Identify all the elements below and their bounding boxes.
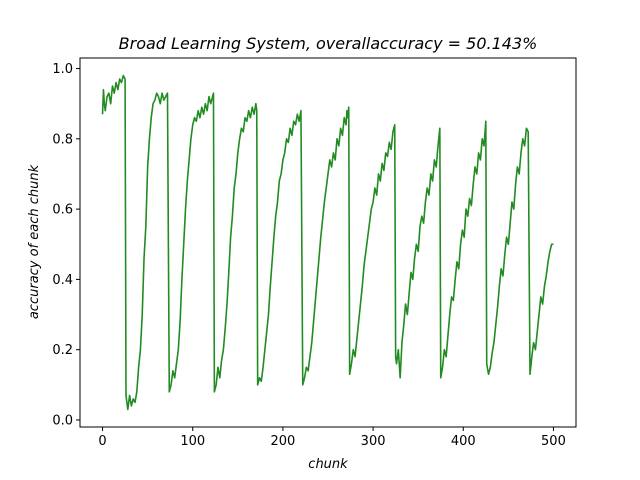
x-tick-label: 300 bbox=[361, 434, 386, 449]
y-tick-label: 1.0 bbox=[52, 62, 73, 77]
y-axis-label: accuracy of each chunk bbox=[27, 164, 42, 319]
y-tick-label: 0.2 bbox=[52, 343, 73, 358]
x-axis: 0 100 200 300 400 500 bbox=[98, 427, 566, 449]
x-tick-label: 0 bbox=[98, 434, 106, 449]
x-tick-label: 500 bbox=[541, 434, 566, 449]
x-tick-label: 100 bbox=[180, 434, 205, 449]
plot-area bbox=[101, 74, 554, 411]
series-line-0 bbox=[101, 74, 554, 411]
y-tick-label: 0.6 bbox=[52, 203, 73, 218]
y-axis: 0.0 0.2 0.4 0.6 0.8 1.0 bbox=[52, 62, 80, 428]
x-tick-label: 200 bbox=[270, 434, 295, 449]
y-tick-label: 0.0 bbox=[52, 413, 73, 428]
y-tick-label: 0.8 bbox=[52, 132, 73, 147]
x-tick-label: 400 bbox=[451, 434, 476, 449]
y-tick-label: 0.4 bbox=[52, 273, 73, 288]
axes-frame bbox=[79, 57, 577, 428]
chart-title: Broad Learning System, overallaccuracy =… bbox=[119, 34, 538, 53]
x-axis-label: chunk bbox=[308, 457, 348, 472]
